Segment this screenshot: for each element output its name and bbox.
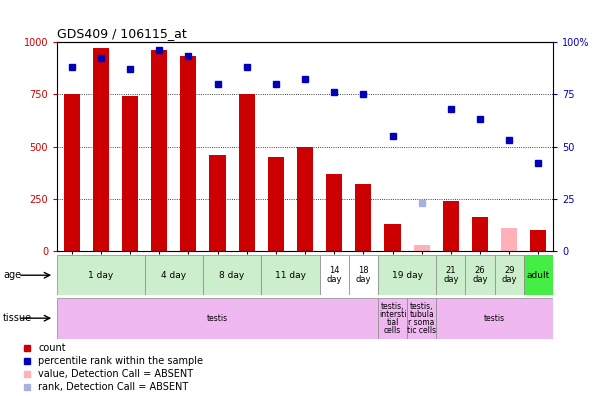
Text: percentile rank within the sample: percentile rank within the sample	[38, 356, 203, 366]
Text: rank, Detection Call = ABSENT: rank, Detection Call = ABSENT	[38, 383, 189, 392]
Bar	[413, 245, 430, 251]
Text: testis: testis	[207, 314, 228, 323]
Bar	[64, 94, 80, 251]
Bar	[203, 255, 261, 295]
Bar	[326, 174, 342, 251]
Text: 11 day: 11 day	[275, 271, 306, 280]
Bar	[57, 255, 145, 295]
Bar	[180, 56, 197, 251]
Bar	[239, 94, 255, 251]
Bar	[268, 157, 284, 251]
Bar	[297, 147, 313, 251]
Text: testis: testis	[484, 314, 505, 323]
Bar	[57, 298, 378, 339]
Bar	[378, 255, 436, 295]
Bar	[501, 228, 517, 251]
Text: adult: adult	[526, 271, 550, 280]
Bar	[436, 255, 465, 295]
Bar	[472, 217, 488, 251]
Text: count: count	[38, 343, 66, 353]
Bar	[443, 201, 459, 251]
Text: 14
day: 14 day	[326, 267, 342, 284]
Text: 19 day: 19 day	[392, 271, 423, 280]
Bar	[530, 230, 546, 251]
Text: tissue: tissue	[3, 313, 32, 323]
Bar	[145, 255, 203, 295]
Bar	[210, 155, 225, 251]
Text: 18
day: 18 day	[356, 267, 371, 284]
Bar	[93, 48, 109, 251]
Bar	[523, 255, 553, 295]
Bar	[122, 96, 138, 251]
Text: age: age	[3, 270, 21, 280]
Text: GDS409 / 106115_at: GDS409 / 106115_at	[57, 27, 187, 40]
Bar	[261, 255, 320, 295]
Bar	[355, 184, 371, 251]
Text: testis,
tubula
r soma
tic cells: testis, tubula r soma tic cells	[407, 302, 436, 335]
Text: 26
day: 26 day	[472, 267, 488, 284]
Bar	[385, 224, 400, 251]
Bar	[407, 298, 436, 339]
Text: testis,
intersti
tial
cells: testis, intersti tial cells	[379, 302, 406, 335]
Text: 29
day: 29 day	[501, 267, 517, 284]
Text: 4 day: 4 day	[161, 271, 186, 280]
Bar	[151, 50, 167, 251]
Bar	[378, 298, 407, 339]
Text: 1 day: 1 day	[88, 271, 114, 280]
Bar	[436, 298, 553, 339]
Bar	[495, 255, 523, 295]
Bar	[320, 255, 349, 295]
Text: value, Detection Call = ABSENT: value, Detection Call = ABSENT	[38, 369, 194, 379]
Text: 8 day: 8 day	[219, 271, 245, 280]
Bar	[349, 255, 378, 295]
Text: 21
day: 21 day	[443, 267, 459, 284]
Bar	[465, 255, 495, 295]
